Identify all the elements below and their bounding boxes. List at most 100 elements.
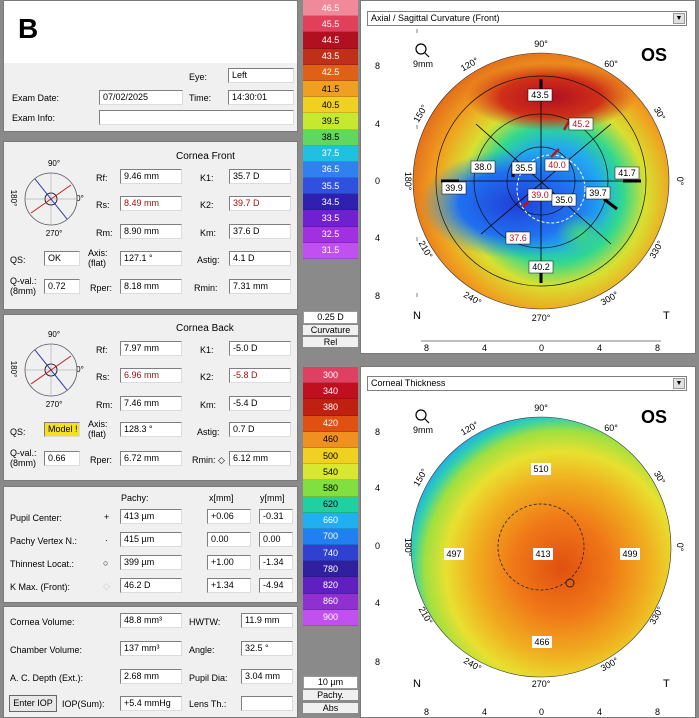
map-type-dropdown[interactable]: Corneal Thickness ▼ [367,376,687,391]
y-tick: 4 [375,233,380,243]
back-rper-label: Rper: [90,455,113,465]
iop-sum-label: IOP(Sum): [62,699,105,709]
scale-step: 31.5 [303,242,358,259]
map-axis-ticks: 8 4 0 4 8 8 4 0 4 8 [375,427,660,717]
scale-step: 780 [303,561,358,578]
back-qval-sub: (8mm) [10,458,36,468]
scale-step: 32.5 [303,226,358,243]
front-astig-value: 4.1 D [229,251,291,266]
x-tick: 4 [597,343,602,353]
thickness-scale-caption: Pachy. [303,690,358,700]
x-tick: 4 [482,343,487,353]
temporal-label: T [663,678,670,690]
scale-step: 860 [303,593,358,610]
scale-step: 42.5 [303,64,358,81]
curvature-map-panel: Axial / Sagittal Curvature (Front) ▼ [360,0,696,354]
zoom-icon[interactable] [415,409,430,424]
pachy-row-pachy: 415 µm [120,532,182,547]
pachy-row-y: -0.31 [259,509,293,524]
iop-sum-value: +5.4 mmHg [120,696,182,711]
x-tick: 8 [424,343,429,353]
chamber-volume-value: 137 mm³ [120,641,182,656]
angle-label: 270° [532,313,551,323]
enter-iop-button[interactable]: Enter IOP [9,695,57,712]
x-tick: 4 [482,707,487,717]
back-k2-value: -5.8 D [229,368,291,383]
map-value: 413 [535,549,550,559]
scale-step: 340 [303,383,358,400]
cornea-disc [411,417,671,677]
map-value: 39.9 [445,183,463,193]
back-qval-value: 0.66 [44,451,80,466]
eye-field: Left [228,68,294,83]
y-tick: 0 [375,176,380,186]
pachy-row-x: +1.34 [207,578,251,593]
compass-bottom: 270° [46,400,63,409]
scale-step: 34.5 [303,194,358,211]
x-tick: 8 [655,343,660,353]
map-type-dropdown[interactable]: Axial / Sagittal Curvature (Front) ▼ [367,11,687,26]
front-rf-value: 9.46 mm [120,169,182,184]
front-rper-value: 8.18 mm [120,279,182,294]
pachy-row-pachy: 46.2 D [120,578,182,593]
scale-step: 420 [303,415,358,432]
y-tick: 4 [375,119,380,129]
chevron-down-icon[interactable]: ▼ [673,378,685,389]
scale-step: 660 [303,512,358,529]
chamber-volume-label: Chamber Volume: [10,645,83,655]
back-qs-value[interactable]: Model ! [44,422,80,437]
back-rper-value: 6.72 mm [120,451,182,466]
temporal-label: T [663,310,670,322]
angle-label: Angle: [189,645,215,655]
map-value: 41.7 [618,168,636,178]
exam-info-label: Exam Info: [12,113,56,123]
back-rs-value: 6.96 mm [120,368,182,383]
zoom-icon[interactable] [415,43,430,58]
pachy-row-symbol: · [105,535,108,545]
scale-step: 43.5 [303,48,358,65]
front-axis-compass: 90° 270° 180° 0° [9,159,84,238]
pachy-row-x: 0.00 [207,532,251,547]
front-rs-label: Rs: [96,200,110,210]
front-km-label: Km: [200,228,217,238]
angle-label: 90° [534,39,548,49]
cornea-front-panel: Cornea Front 90° 270° 180° 0° Rf: 9.46 m… [3,141,298,310]
eye-indicator: OS [641,407,667,427]
scale-step: 35.5 [303,178,358,195]
y-tick: 4 [375,483,380,493]
map-value: 39.0 [531,190,549,200]
curvature-map[interactable]: 8 4 0 4 8 8 4 0 4 8 [361,29,695,353]
compass-bottom: 270° [46,229,63,238]
front-qval-value: 0.72 [44,279,80,294]
zoom-label: 9mm [413,59,433,69]
back-k2-label: K2: [200,372,214,382]
scale-step: 380 [303,399,358,416]
chevron-down-icon[interactable]: ▼ [673,13,685,24]
back-axis-label: Axis: [88,419,108,429]
angle-label: 60° [604,423,618,433]
thickness-map[interactable]: 8 4 0 4 8 8 4 0 4 8 510 497 413 499 466 … [361,393,695,717]
thickness-scale-step: 10 µm [303,676,358,689]
map-value: 497 [446,549,461,559]
front-rm-value: 8.90 mm [120,224,182,239]
exam-date-field: 07/02/2025 [99,90,183,105]
angle-label: 180° [403,172,413,191]
back-axis-compass: 90° 270° 180° 0° [9,330,84,409]
front-km-value: 37.6 D [229,224,291,239]
panel-letter: B [18,13,39,44]
compass-top: 90° [48,159,60,168]
back-qval-label: Q-val.: [10,448,37,458]
back-rmin-label: Rmin: ◇ [192,455,225,465]
exam-info-field[interactable] [99,110,294,125]
pachy-row-y: 0.00 [259,532,293,547]
compass-left: 180° [9,190,18,207]
eye-label: Eye: [189,72,208,82]
scale-step: 38.5 [303,129,358,146]
back-axis-sub: (flat) [88,429,106,439]
angle-label: 180° [403,538,413,557]
pachy-row-x: +0.06 [207,509,251,524]
x-col-header: x[mm] [209,493,234,503]
scale-step: 45.5 [303,16,358,33]
thickness-color-scale: 300 340 380 420 460 500 540 580 620 660 700 740 780 8… [303,367,358,626]
scale-step: 46.5 [303,0,358,17]
